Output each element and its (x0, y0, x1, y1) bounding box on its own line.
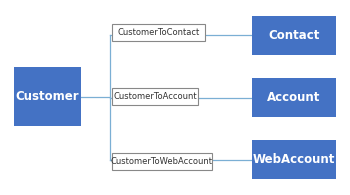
FancyBboxPatch shape (252, 140, 336, 179)
FancyBboxPatch shape (112, 153, 212, 170)
FancyBboxPatch shape (14, 67, 80, 126)
Text: CustomerToAccount: CustomerToAccount (113, 92, 197, 101)
Text: CustomerToContact: CustomerToContact (117, 28, 199, 37)
FancyBboxPatch shape (252, 16, 336, 55)
Text: Account: Account (267, 91, 321, 104)
Text: WebAccount: WebAccount (253, 153, 335, 166)
FancyBboxPatch shape (112, 24, 205, 41)
Text: CustomerToWebAccount: CustomerToWebAccount (111, 157, 213, 166)
FancyBboxPatch shape (112, 88, 198, 105)
Text: Customer: Customer (15, 90, 79, 103)
FancyBboxPatch shape (252, 78, 336, 117)
Text: Contact: Contact (268, 29, 320, 42)
